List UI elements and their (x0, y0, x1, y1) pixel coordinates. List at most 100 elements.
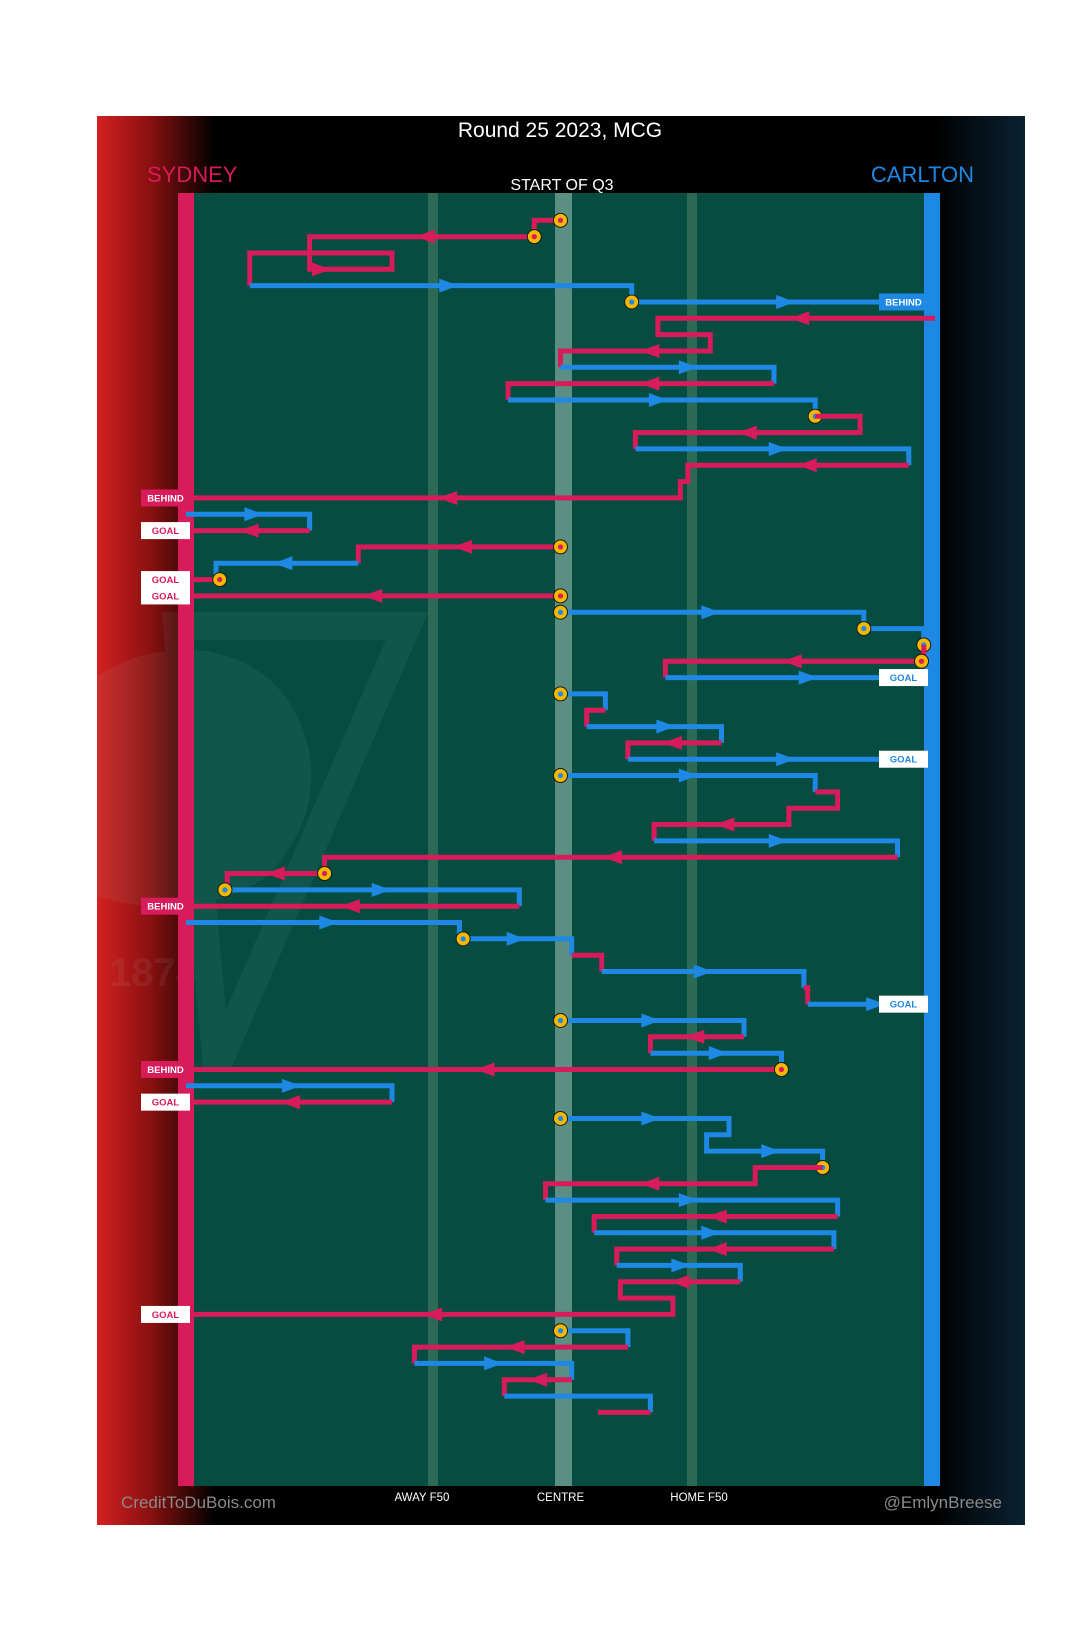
chain-sydney-3 (558, 311, 935, 368)
chain-arrow (475, 1062, 495, 1077)
x-tick-label: CENTRE (537, 1492, 585, 1504)
chain-sydney-5 (505, 376, 774, 400)
chain-sydney-36 (647, 1029, 744, 1054)
watermark-v-shape (161, 612, 429, 1072)
carlton-goal-line (924, 193, 940, 1486)
chain-arrow (761, 1144, 781, 1159)
chain-arrow (648, 392, 668, 407)
chain-path (601, 969, 807, 988)
chain-arrow (707, 1209, 727, 1224)
stoppage-marker-centre (557, 691, 564, 697)
chain-path (411, 1344, 628, 1364)
stoppage-marker-centre (557, 772, 564, 779)
chain-path (651, 789, 841, 841)
chain-arrow (776, 294, 796, 309)
chain-arrow (737, 425, 757, 440)
outcome-badge-goal: GOAL (879, 750, 928, 768)
chain-carlton-30 (186, 915, 575, 956)
outcome-badge-bg (141, 571, 190, 589)
chain-arrow (708, 1046, 728, 1061)
chain-arrow (641, 1013, 661, 1028)
home-team-label: SYDNEY (147, 162, 238, 187)
chart-title: Round 25 2023, MCG (458, 119, 662, 142)
chain-path (586, 724, 724, 743)
outcome-badge-goal: GOAL (141, 1093, 190, 1111)
chain-path (560, 1018, 747, 1037)
chain-arrow (239, 523, 259, 538)
chain-path (186, 511, 313, 531)
chain-path (654, 838, 900, 858)
chain-arrow (528, 1372, 548, 1387)
chain-path (414, 1360, 575, 1380)
chain-arrow (782, 654, 802, 669)
chain-arrow (602, 850, 622, 865)
swans-watermark: 1874 (97, 612, 429, 1072)
x-axis-ticks: AWAY F50 CENTRE HOME F50 (394, 1492, 727, 1504)
chain-arrow (506, 931, 526, 946)
outcome-badge-bg (141, 522, 190, 540)
stoppage-marker-centre (222, 887, 228, 893)
chain-sydney-15 (186, 588, 568, 604)
chain-path (571, 952, 605, 972)
outcome-badge-bg (879, 750, 928, 768)
chain-sydney-27 (224, 850, 898, 890)
outcome-badge-text: GOAL (152, 1310, 180, 1321)
outcome-badge-text: GOAL (152, 1098, 180, 1109)
stoppage-marker-centre (217, 576, 223, 583)
chain-sydney-50 (411, 1340, 628, 1364)
chain-arrow (656, 719, 676, 734)
stoppage-marker-centre (778, 1066, 785, 1073)
carlton-side-gradient (935, 116, 1025, 1525)
chain-arrow (670, 1274, 690, 1289)
outcome-badge-text: GOAL (152, 526, 180, 537)
chain-arrow (768, 441, 788, 456)
outcome-badge-bg (141, 1060, 190, 1078)
chain-sydney-14 (186, 572, 228, 588)
outcome-badge-text: BEHIND (885, 297, 922, 308)
chain-arrow (281, 1078, 301, 1093)
chain-sydney-20 (584, 707, 606, 727)
chain-arrow (265, 866, 285, 881)
possession-chains (186, 212, 935, 1415)
outcome-badge-goal: GOAL (879, 995, 928, 1013)
stoppage-marker-centre (321, 870, 328, 877)
outcome-badge-goal: GOAL (141, 571, 190, 589)
chain-arrow (662, 735, 682, 750)
chain-arrow (640, 376, 660, 391)
period-label: START OF Q3 (510, 177, 613, 194)
chain-path (560, 1328, 631, 1348)
outcome-badge-text: GOAL (890, 755, 918, 766)
outcome-badge-bg (141, 489, 190, 507)
outcome-badge-text: BEHIND (147, 493, 184, 504)
chain-carlton-2 (249, 278, 935, 310)
chain-arrow (415, 229, 435, 244)
chain-carlton-39 (186, 1078, 395, 1103)
chain-path (594, 1230, 837, 1250)
chain-path (560, 364, 777, 384)
chain-sydney-31 (571, 952, 605, 972)
stoppage-marker-centre (557, 217, 564, 223)
chain-arrow (640, 1176, 660, 1191)
centre-band (555, 193, 572, 1486)
chain-arrow (798, 670, 818, 685)
chain-sydney-12 (355, 539, 568, 564)
chain-path (635, 446, 912, 466)
outcome-badge-bg (141, 1305, 190, 1323)
chain-arrow (244, 507, 264, 522)
chain-arrow (641, 1111, 661, 1126)
chain-carlton-32 (601, 964, 807, 988)
outcome-badge-text: BEHIND (147, 902, 184, 913)
x-tick-label: AWAY F50 (394, 1492, 449, 1504)
chain-arrow (701, 1225, 721, 1240)
stoppage-marker-centre (918, 658, 925, 664)
outcome-badge-behind: BEHIND (879, 293, 928, 311)
chain-carlton-26 (654, 833, 900, 858)
watermark-swan-head (97, 649, 312, 907)
chain-sydney-38 (186, 1061, 789, 1077)
chain-arrow (678, 1193, 698, 1208)
chain-path (560, 1116, 826, 1168)
stoppage-marker-centre (557, 1328, 564, 1334)
chain-carlton-41 (553, 1110, 831, 1175)
chain-path (227, 887, 522, 907)
chain-arrow (715, 817, 735, 832)
